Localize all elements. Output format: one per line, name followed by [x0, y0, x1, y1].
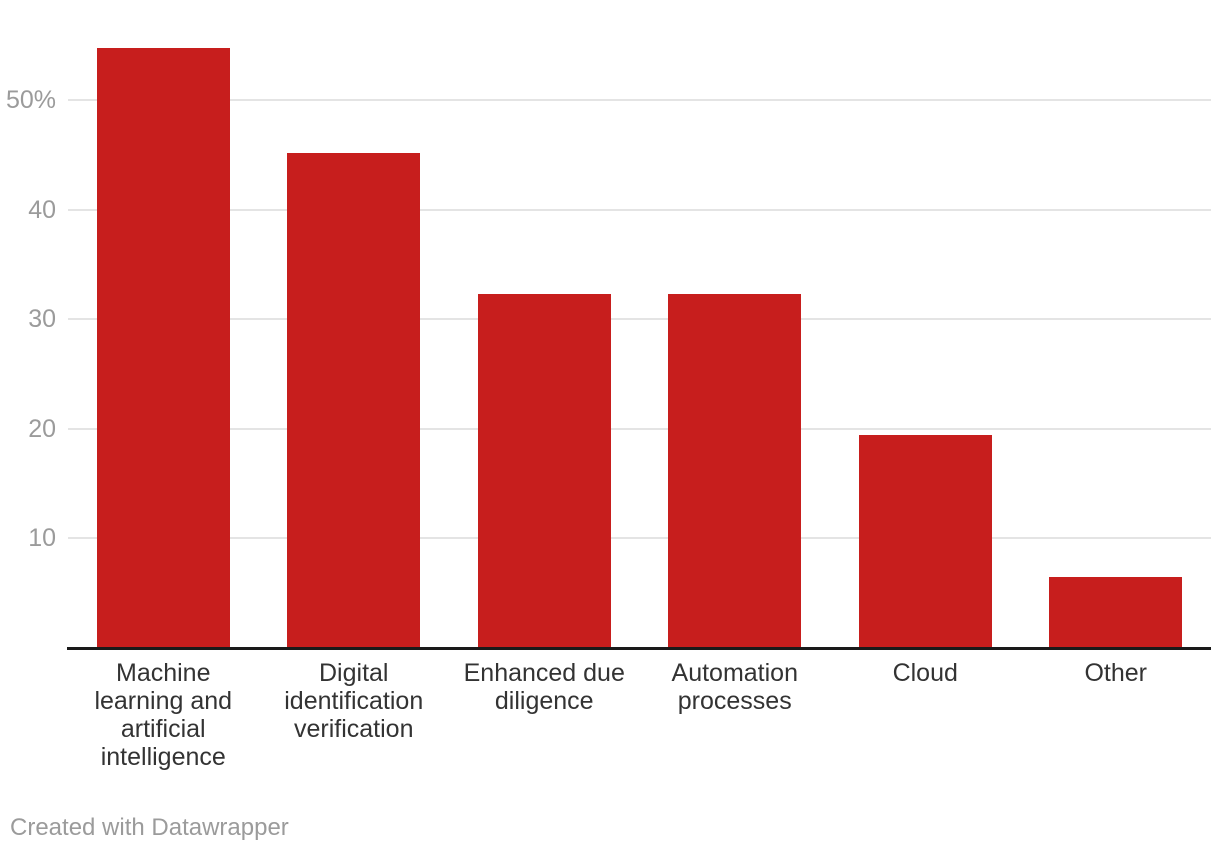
bar-0[interactable]	[96, 47, 230, 648]
x-category-label-1: Digital identification verification	[284, 659, 424, 743]
bar-1[interactable]	[287, 152, 421, 648]
y-tick-label-10: 10	[28, 524, 56, 553]
y-tick-label-20: 20	[28, 414, 56, 443]
bar-5[interactable]	[1049, 576, 1183, 648]
gridline-30	[68, 318, 1211, 321]
x-category-label-4: Cloud	[892, 659, 958, 687]
y-tick-label-50: 50%	[5, 86, 56, 115]
x-axis-line	[67, 647, 1211, 650]
y-tick-label-30: 30	[28, 305, 56, 334]
plot-area	[68, 0, 1211, 648]
datawrapper-credit-link[interactable]: Created with Datawrapper	[10, 814, 289, 841]
bar-4[interactable]	[858, 435, 992, 648]
y-tick-label-40: 40	[28, 195, 56, 224]
x-category-label-0: Machine learning and artificial intellig…	[94, 659, 233, 771]
gridline-20	[68, 427, 1211, 430]
x-category-label-3: Automation processes	[671, 659, 798, 715]
x-category-label-5: Other	[1084, 659, 1148, 687]
x-category-label-2: Enhanced due diligence	[463, 659, 625, 715]
x-axis-labels: Machine learning and artificial intellig…	[68, 659, 1211, 789]
gridline-40	[68, 208, 1211, 211]
gridline-50	[68, 99, 1211, 102]
bar-2[interactable]	[477, 294, 611, 648]
bar-3[interactable]	[668, 294, 802, 648]
gridline-10	[68, 537, 1211, 540]
